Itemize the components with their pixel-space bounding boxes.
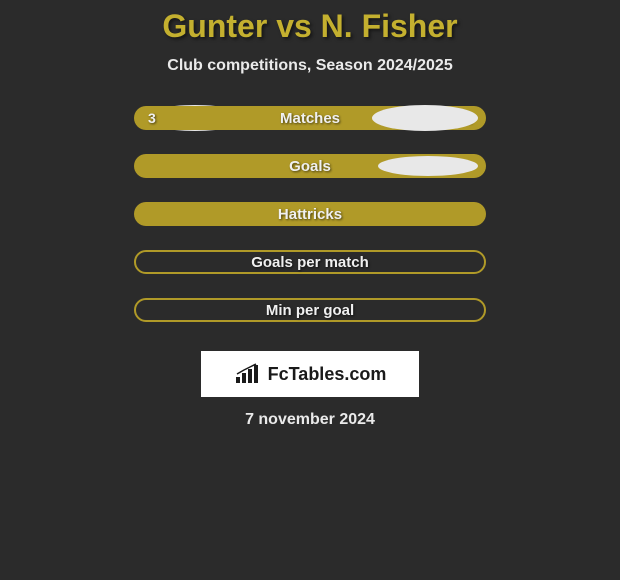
page-title: Gunter vs N. Fisher: [162, 8, 457, 45]
right-ellipse: [378, 156, 478, 176]
stat-label: Goals: [289, 158, 331, 175]
stat-label: Goals per match: [251, 254, 369, 271]
stat-label: Min per goal: [266, 302, 354, 319]
stat-row: Goals per match: [134, 249, 486, 275]
stat-label: Matches: [280, 110, 340, 127]
logo-content: FcTables.com: [234, 363, 387, 385]
stat-bar: Hattricks: [134, 202, 486, 226]
stat-bar: Goals per match: [134, 250, 486, 274]
stat-label: Hattricks: [278, 206, 342, 223]
logo-box: FcTables.com: [201, 351, 419, 397]
stat-row: Min per goal: [134, 297, 486, 323]
stats-list: 3Matches2GoalsHattricksGoals per matchMi…: [134, 105, 486, 345]
date-label: 7 november 2024: [245, 411, 375, 429]
stat-row: Goals: [134, 153, 486, 179]
stat-row: 3Matches2: [134, 105, 486, 131]
logo-text: FcTables.com: [268, 364, 387, 385]
stat-value-left: 3: [148, 110, 156, 126]
bars-icon: [234, 363, 262, 385]
right-ellipse: [372, 105, 478, 131]
stat-row: Hattricks: [134, 201, 486, 227]
page-subtitle: Club competitions, Season 2024/2025: [167, 57, 452, 75]
stat-bar: Min per goal: [134, 298, 486, 322]
main-container: Gunter vs N. Fisher Club competitions, S…: [0, 0, 620, 429]
